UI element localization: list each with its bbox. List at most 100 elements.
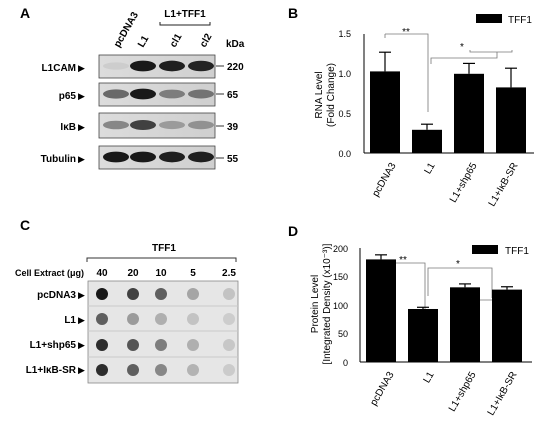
blot-band (103, 151, 129, 163)
blot-band (159, 120, 185, 130)
y-tick-label-b: 1.5 (338, 29, 351, 39)
row-label-tubulin: Tubulin (41, 154, 76, 165)
significance-label-d-2: * (456, 259, 460, 270)
arrow-icon: ▶ (78, 315, 85, 325)
dot-blot-dot (155, 313, 167, 325)
dot-blot-dot (96, 364, 108, 376)
lane-label-l1: L1 (136, 34, 152, 50)
blot-band (130, 151, 156, 163)
legend-swatch-d (472, 245, 498, 254)
blot-box-l1cam (98, 54, 216, 79)
blot-band (188, 60, 214, 72)
amount-label: 2.5 (222, 268, 236, 279)
dot-blot-dot (127, 288, 139, 300)
kda-value-p65: 65 (227, 90, 239, 101)
y-tick-label-d: 150 (333, 272, 348, 282)
dot-blot-title: TFF1 (152, 243, 176, 254)
x-tick-label-b-l1-ikb-sr: L1+IκB-SR (487, 161, 521, 209)
bar-chart-b (370, 51, 526, 153)
bar (412, 129, 442, 153)
row-label-ikb: IκB (60, 122, 76, 133)
cell-extract-label: Cell Extract (μg) (15, 268, 84, 278)
y-tick-label-d: 0 (343, 358, 348, 368)
arrow-icon: ▶ (78, 91, 85, 101)
y-tick-label-b: 0.5 (338, 109, 351, 119)
significance-label-b-2: * (460, 42, 464, 53)
group-label-l1-tff1: L1+TFF1 (164, 9, 206, 20)
panel-a: A pcDNA3 L1 cl1 cl2 L1+TFF1 kDa L1CAM ▶ … (20, 5, 245, 170)
dot-row-label-l1-ikb-sr: L1+IκB-SR (26, 365, 77, 376)
blot-band (188, 120, 214, 130)
blot-band (103, 120, 129, 130)
amount-label: 40 (96, 268, 108, 279)
dot-blot-dot (96, 313, 108, 325)
bar (454, 73, 484, 153)
panel-letter-a: A (20, 5, 30, 21)
amount-label: 10 (155, 268, 167, 279)
lane-label-cl1: cl1 (168, 32, 185, 50)
panel-letter-d: D (288, 223, 298, 239)
y-tick-label-d: 200 (333, 244, 348, 254)
panel-d: D TFF1 Protein Level [Integrated Density… (288, 223, 532, 418)
kda-header: kDa (226, 39, 245, 50)
bar (408, 308, 438, 362)
y-axis-label-d-line2: [Integrated Density (x10⁻³)] (322, 243, 333, 364)
dot-blot-dot (223, 364, 235, 376)
legend-label-d: TFF1 (505, 246, 529, 257)
arrow-icon: ▶ (78, 63, 85, 73)
legend-swatch-b (476, 14, 502, 23)
lane-label-cl2: cl2 (198, 32, 215, 50)
arrow-icon: ▶ (78, 340, 85, 350)
arrow-icon: ▶ (78, 365, 85, 375)
dot-blot-dot (223, 339, 235, 351)
amount-label: 20 (127, 268, 139, 279)
arrow-icon: ▶ (78, 122, 85, 132)
row-label-l1cam: L1CAM (42, 63, 76, 74)
row-label-p65: p65 (59, 91, 77, 102)
panel-c: C TFF1 Cell Extract (μg) 40 20 10 5 2.5 … (15, 217, 239, 384)
blot-band (103, 62, 129, 70)
dot-row-label-l1-shp65: L1+shp65 (30, 340, 77, 351)
bar (492, 289, 522, 362)
bar (366, 259, 396, 362)
blot-bands (103, 60, 214, 163)
y-tick-label-d: 100 (333, 301, 348, 311)
y-tick-label-d: 50 (338, 329, 348, 339)
dot-blot-dot (187, 339, 199, 351)
arrow-icon: ▶ (78, 290, 85, 300)
significance-bracket-b-2 (430, 50, 513, 64)
dot-blot-dot (187, 364, 199, 376)
significance-label-d-1: ** (399, 255, 407, 266)
panel-letter-c: C (20, 217, 30, 233)
panel-letter-b: B (288, 5, 298, 21)
dot-row-label-l1: L1 (64, 315, 76, 326)
y-axis-label-d-line1: Protein Level (310, 275, 321, 333)
dot-blot-bracket (86, 257, 237, 262)
x-tick-label-b-l1: L1 (423, 161, 438, 177)
blot-box-p65 (98, 82, 216, 107)
x-tick-label-d-l1-shp65: L1+shp65 (447, 370, 479, 414)
bar (496, 87, 526, 153)
dot-blot-dot (155, 364, 167, 376)
bar (450, 287, 480, 362)
dot-blot-dot (155, 339, 167, 351)
blot-box-tubulin (98, 145, 216, 170)
amount-label: 5 (190, 268, 196, 279)
dot-blot-dot (187, 313, 199, 325)
bar-chart-d (366, 254, 522, 362)
blot-band (188, 151, 214, 163)
dot-blot-dot (127, 364, 139, 376)
bar (370, 71, 400, 153)
blot-band (188, 89, 214, 99)
blot-band (130, 60, 156, 72)
y-axis-label-b-line2: (Fold Change) (326, 63, 337, 127)
dot-blot-dot (96, 288, 108, 300)
x-tick-label-b-pcdna3: pcDNA3 (370, 161, 398, 199)
legend-label-b: TFF1 (508, 15, 532, 26)
blot-band (159, 151, 185, 163)
y-tick-label-b: 0.0 (338, 149, 351, 159)
x-tick-label-b-l1-shp65: L1+shp65 (448, 161, 480, 205)
y-axis-label-b-line1: RNA Level (314, 71, 325, 118)
x-tick-label-d-l1-ikb-sr: L1+IκB-SR (486, 370, 520, 418)
